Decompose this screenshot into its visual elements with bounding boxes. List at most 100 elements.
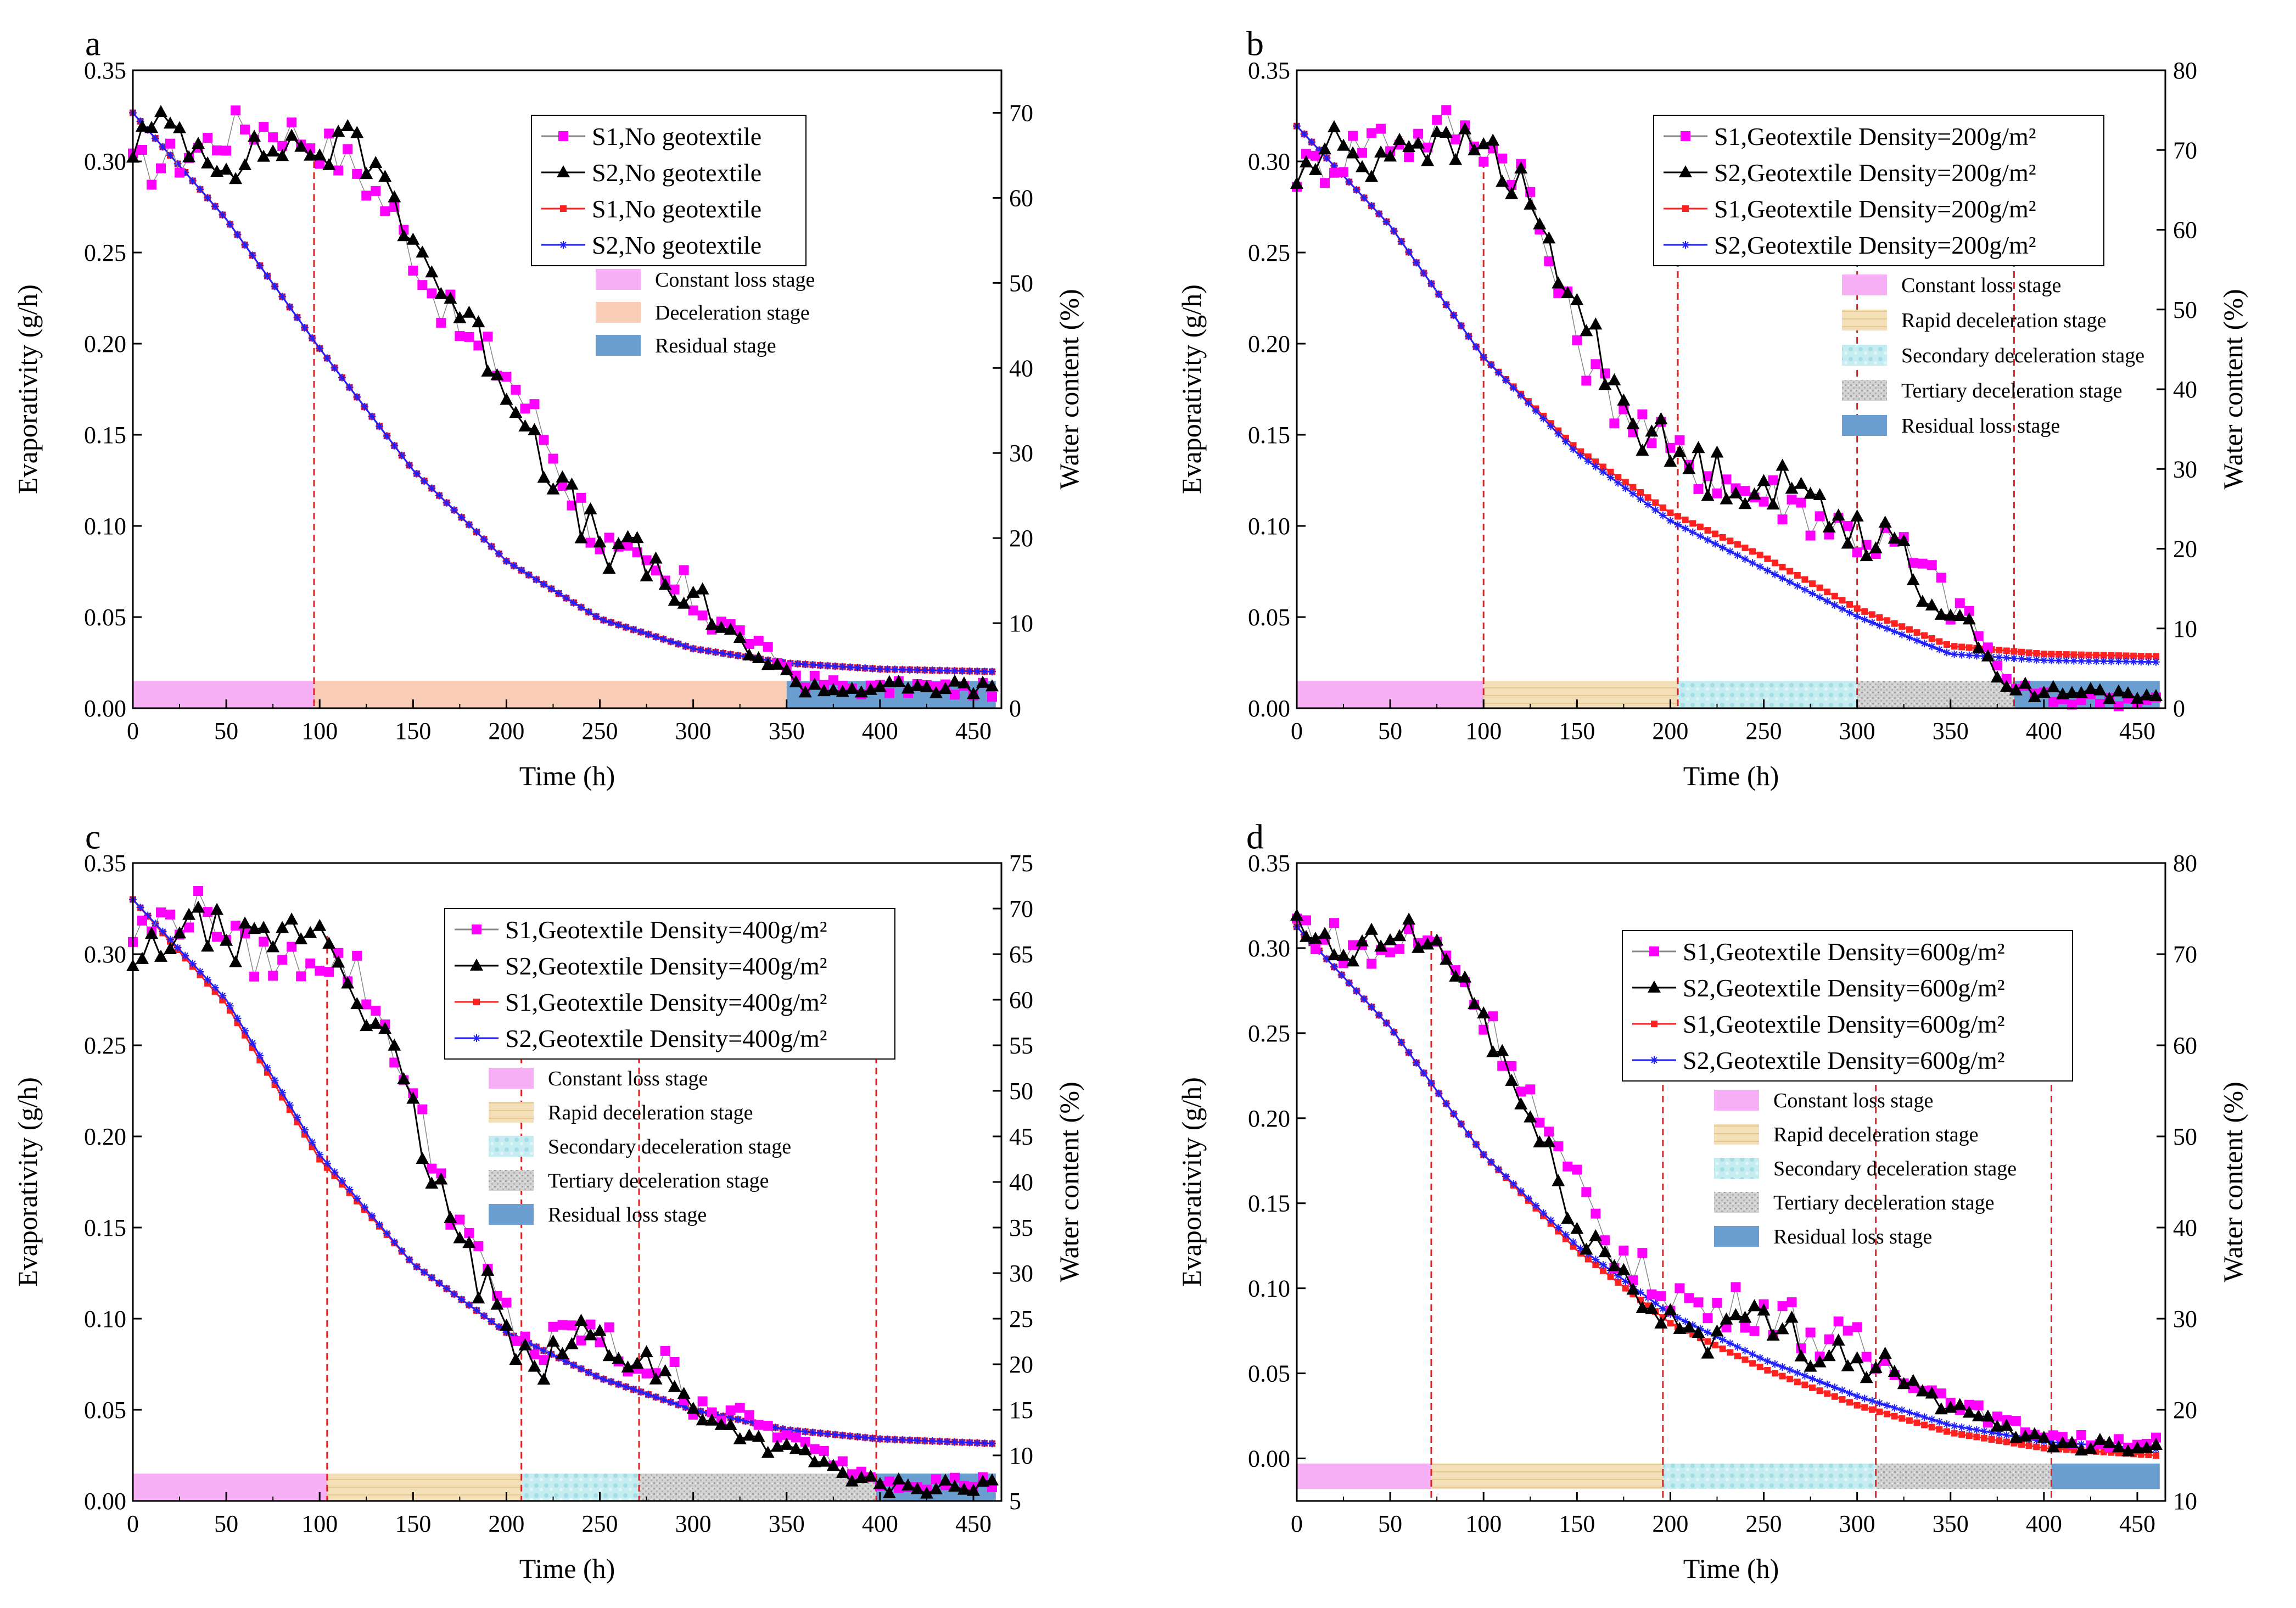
evap-series-marker — [2011, 1416, 2021, 1426]
evap-series-marker — [602, 562, 616, 574]
y-tick-label: 0.20 — [84, 1123, 126, 1150]
water-series-marker — [1793, 582, 1801, 590]
y-tick-label: 0.30 — [84, 941, 126, 968]
evap-series-marker — [1580, 1242, 1593, 1255]
y-tick-label: 0.10 — [1248, 1275, 1290, 1302]
water-series-marker — [1950, 1422, 1958, 1430]
evap-series-marker — [546, 482, 560, 495]
water-series-marker — [1412, 1058, 1420, 1067]
evap-series-marker — [1591, 359, 1601, 369]
evap-series-marker — [173, 926, 187, 939]
water-series-marker — [1913, 636, 1921, 645]
evap-series-marker — [1869, 1360, 1883, 1373]
water-series-marker — [465, 1301, 473, 1309]
water-series-marker — [652, 1393, 660, 1401]
evap-series-marker — [397, 229, 411, 242]
water-series-marker — [1928, 635, 1935, 642]
stage-legend-label: Constant loss stage — [1901, 274, 2061, 297]
evap-series-marker — [268, 971, 278, 981]
water-series-marker — [1756, 1363, 1763, 1370]
water-series-marker — [1584, 1256, 1592, 1263]
evap-series-marker — [2113, 1434, 2124, 1444]
evap-series-marker — [1413, 128, 1424, 139]
evap-series-marker — [1908, 558, 1918, 568]
evap-series-marker — [826, 1459, 840, 1471]
water-series-marker — [1861, 608, 1868, 615]
water-series-marker — [1763, 567, 1772, 575]
evap-series-marker — [509, 1352, 523, 1365]
water-series-marker — [1890, 1404, 1899, 1412]
evap-series-marker — [1598, 378, 1612, 390]
evap-series-marker — [1843, 1325, 1853, 1336]
water-series-marker — [1965, 1425, 1973, 1433]
water-series-marker — [2123, 652, 2130, 659]
water-series-marker — [689, 645, 697, 653]
water-series-marker — [1928, 642, 1936, 651]
evap-series-marker — [1776, 1322, 1789, 1335]
evap-series-marker — [1787, 494, 1797, 505]
evap-series-marker — [1664, 455, 1677, 467]
evap-series-marker — [2093, 1432, 2107, 1445]
stage-legend: Constant loss stage Rapid deceleration st… — [1714, 1089, 2017, 1248]
legend-marker — [1681, 131, 1690, 141]
evap-series-marker — [1609, 418, 1620, 429]
evap-series-marker — [1626, 417, 1640, 429]
series-legend: S1,No geotextile S2,No geotextile S1,No ge… — [531, 115, 807, 266]
evap-series-marker — [772, 1432, 782, 1443]
water-series-marker — [1995, 653, 2003, 662]
water-series-marker — [1861, 1394, 1869, 1403]
water-series-marker — [413, 469, 421, 478]
water-series-marker — [1561, 438, 1570, 446]
y-axis-title: Evaporativity (g/h) — [1176, 1077, 1207, 1287]
water-series-marker — [824, 1430, 832, 1438]
y-tick-label: 0.00 — [1248, 1445, 1290, 1472]
evap-series-marker — [1600, 368, 1610, 379]
evap-series-marker — [490, 368, 504, 380]
water-series-marker — [891, 665, 899, 674]
y-tick-label: 0.00 — [84, 1488, 126, 1515]
water-series-marker — [637, 628, 645, 636]
water-series-marker — [913, 1436, 921, 1444]
evap-series-marker — [1757, 474, 1771, 486]
evap-series-marker — [1524, 1110, 1537, 1123]
water-series-marker — [1323, 154, 1331, 162]
water-series-marker — [2108, 652, 2115, 659]
evap-series-marker — [1516, 1086, 1526, 1097]
evap-series-marker — [1393, 929, 1407, 942]
evap-series-marker — [604, 1322, 614, 1332]
evap-series-marker — [1486, 1045, 1500, 1057]
water-series-marker — [1741, 555, 1749, 563]
water-series-marker — [2063, 651, 2070, 658]
evap-series-marker — [697, 1396, 708, 1407]
water-series-marker — [1330, 963, 1339, 971]
water-series-marker — [906, 665, 914, 674]
evap-series-marker — [1692, 441, 1705, 453]
x-tick-label: 200 — [488, 1510, 524, 1537]
water-series-marker — [1368, 1003, 1376, 1011]
evap-series-marker — [212, 932, 222, 942]
water-series-marker — [196, 185, 204, 193]
water-series-marker — [1741, 1347, 1749, 1355]
water-series-marker — [1891, 1413, 1898, 1420]
water-series-marker — [1465, 332, 1472, 340]
water-series-marker — [809, 1428, 817, 1437]
water-series-marker — [1958, 651, 1966, 659]
chart-panel-d: d 0 50 100 150 200 250 300 350 400 450 0.00 0.05 0.10… — [1176, 817, 2248, 1584]
evap-series-marker — [453, 1231, 467, 1243]
evap-series-marker — [1488, 1011, 1498, 1022]
stage-legend: Constant loss stage Deceleration stage Res… — [596, 268, 815, 357]
evap-series-marker — [1953, 608, 1967, 621]
water-series-marker — [1764, 555, 1771, 562]
water-series-marker — [2070, 651, 2077, 658]
water-series-marker — [861, 1433, 869, 1442]
water-series-marker — [809, 660, 817, 669]
water-series-marker — [2002, 1431, 2011, 1439]
evap-series-marker — [1878, 516, 1892, 528]
y-tick-label: 0.10 — [1248, 513, 1290, 540]
evap-series-marker — [584, 1328, 597, 1341]
water-series-marker — [1928, 1415, 1936, 1424]
evap-series-marker — [1682, 1320, 1696, 1333]
evap-series-marker — [1374, 145, 1388, 158]
water-series-marker — [1480, 353, 1488, 361]
water-series-marker — [1958, 1431, 1965, 1438]
